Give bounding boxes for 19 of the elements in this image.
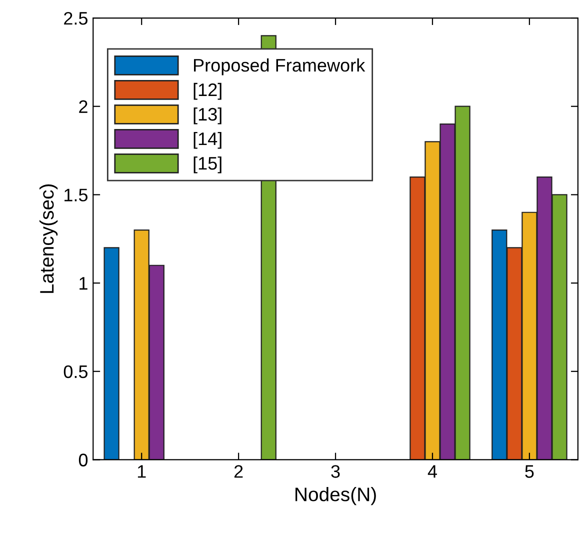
- y-tick-label: 1: [80, 277, 88, 290]
- legend-label: Proposed Framework: [194, 58, 366, 76]
- x-axis-title: Nodes(N): [296, 486, 376, 506]
- y-tick-label: 0.5: [64, 365, 88, 378]
- y-axis-title: Latency(sec): [39, 184, 58, 293]
- y-tick-label: 2: [79, 100, 88, 113]
- x-tick-label: 2: [234, 465, 243, 478]
- y-tick-label: 2.5: [64, 12, 88, 25]
- bar: [104, 247, 120, 460]
- legend-label: [14]: [194, 132, 222, 149]
- legend-label: [13]: [194, 107, 222, 124]
- y-tick-label: 1.5: [64, 188, 88, 202]
- x-tick-label: 1: [138, 465, 146, 478]
- x-tick-label: 3: [331, 465, 340, 478]
- x-tick-label: 5: [525, 465, 534, 478]
- y-tick-label: 0: [78, 454, 88, 466]
- legend-label: [15]: [194, 156, 222, 174]
- legend-label: [12]: [194, 82, 222, 100]
- x-tick-label: 4: [428, 465, 437, 478]
